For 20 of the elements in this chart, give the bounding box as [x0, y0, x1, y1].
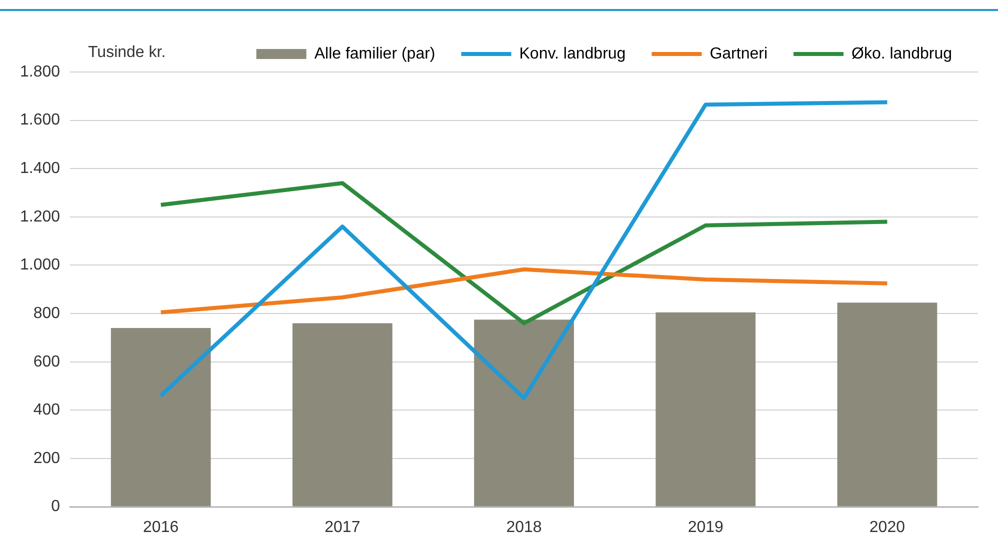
x-tick-label: 2016 — [143, 518, 179, 536]
y-tick-label: 200 — [33, 450, 60, 467]
y-tick-label: 600 — [33, 353, 60, 370]
x-tick-label: 2017 — [324, 518, 360, 536]
legend-label: Konv. landbrug — [519, 45, 626, 62]
y-tick-label: 1.200 — [20, 208, 60, 226]
y-tick-label: 400 — [33, 402, 60, 419]
y-tick-label: 0 — [51, 498, 60, 516]
legend-label: Gartneri — [710, 45, 768, 62]
x-tick-label: 2020 — [869, 518, 906, 536]
y-tick-label: 1.600 — [20, 112, 60, 129]
legend-label: Alle familier (par) — [314, 45, 436, 62]
y-tick-label: 1.800 — [20, 63, 60, 80]
y-tick-label: 1.000 — [20, 256, 60, 274]
x-tick-label: 2018 — [506, 518, 542, 536]
y-axis-title: Tusinde kr. — [88, 44, 166, 62]
y-tick-label: 1.400 — [20, 160, 60, 178]
legend-label: Øko. landbrug — [851, 45, 952, 62]
x-tick-label: 2019 — [688, 518, 724, 536]
y-tick-label: 800 — [33, 304, 60, 322]
